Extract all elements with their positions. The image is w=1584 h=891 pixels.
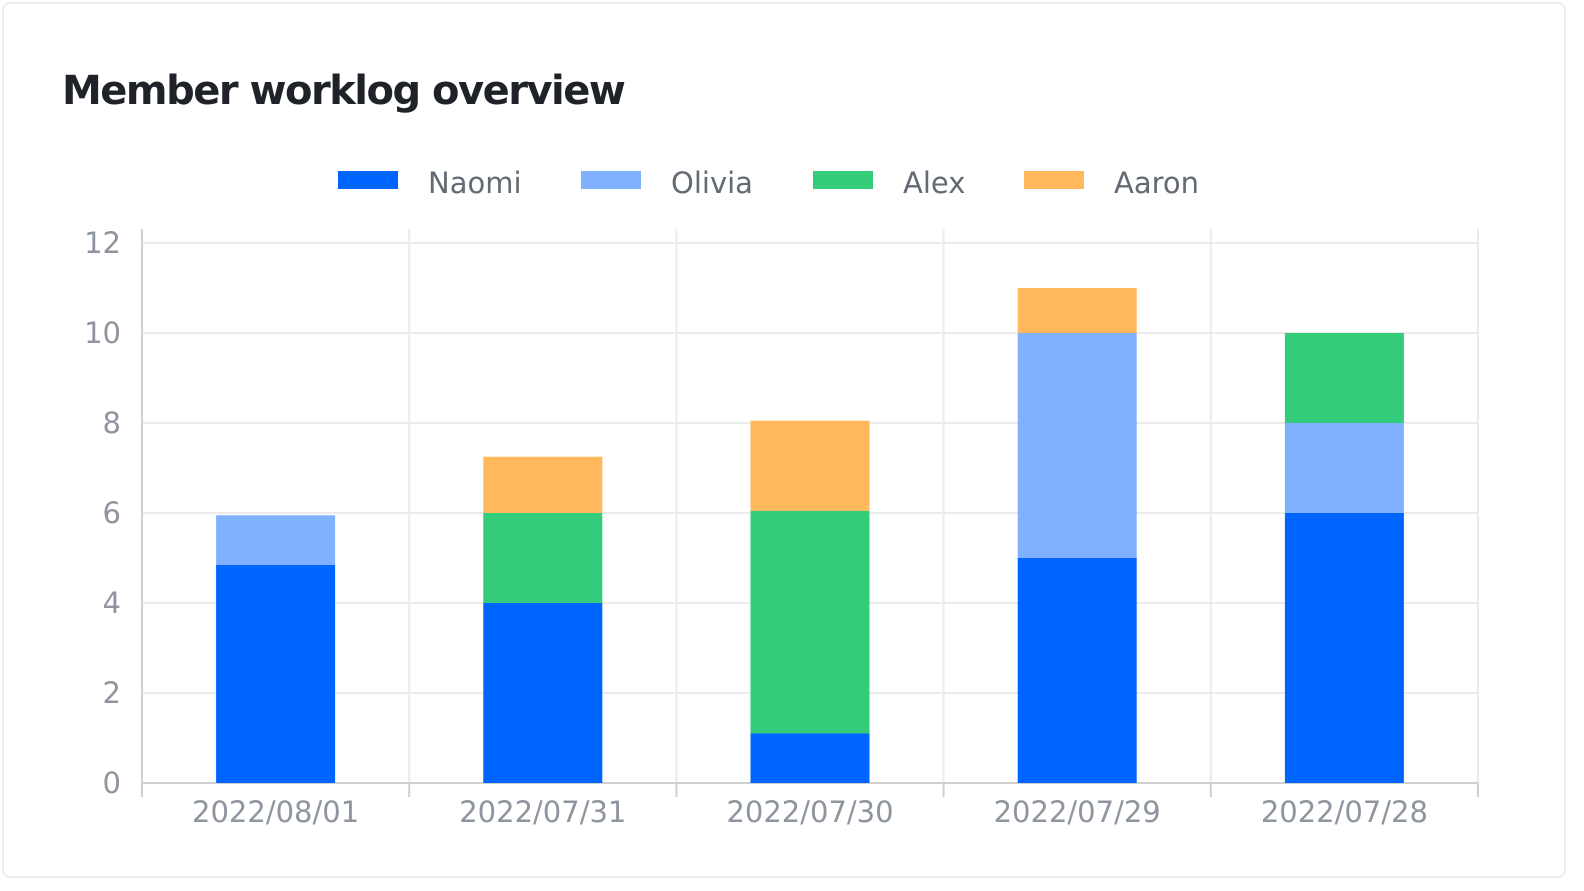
y-tick-label: 8	[103, 406, 121, 440]
bar-segment-naomi[interactable]	[750, 733, 870, 784]
x-tick-label: 2022/08/01	[192, 795, 359, 829]
bar-segment-alex[interactable]	[750, 510, 870, 734]
y-tick-label: 2	[103, 676, 121, 710]
legend-item-olivia[interactable]: Olivia	[581, 166, 753, 200]
bar-segment-naomi[interactable]	[1017, 558, 1137, 783]
y-tick-label: 10	[84, 316, 121, 350]
x-tick-label: 2022/07/30	[726, 795, 893, 829]
x-tick-label: 2022/07/31	[459, 795, 626, 829]
bar-segment-naomi[interactable]	[483, 603, 603, 783]
legend-swatch	[813, 171, 873, 189]
legend-swatch	[581, 171, 641, 189]
y-tick-label: 0	[103, 766, 121, 800]
y-tick-label: 6	[103, 496, 121, 530]
legend-item-naomi[interactable]: Naomi	[338, 166, 522, 200]
legend[interactable]: Naomi Olivia Alex Aaron	[338, 166, 1199, 200]
bar-segment-olivia[interactable]	[216, 515, 336, 565]
bar-segment-olivia[interactable]	[1017, 333, 1137, 558]
bar-segment-alex[interactable]	[483, 513, 603, 603]
legend-label: Olivia	[671, 166, 753, 200]
legend-label: Alex	[903, 166, 965, 200]
tick-labels: 0 2 4 6 8 10 12 2022/08/01 2022/07/31 2022/07/30 2…	[84, 226, 1428, 829]
y-tick-label: 4	[103, 586, 121, 620]
legend-item-aaron[interactable]: Aaron	[1024, 166, 1199, 200]
legend-item-alex[interactable]: Alex	[813, 166, 965, 200]
chart-title: Member worklog overview	[62, 68, 626, 114]
bar-segment-aaron[interactable]	[750, 420, 870, 511]
bar-segment-olivia[interactable]	[1284, 423, 1404, 513]
x-tick-label: 2022/07/29	[994, 795, 1161, 829]
legend-label: Aaron	[1114, 166, 1199, 200]
bars	[216, 288, 1404, 783]
legend-swatch	[1024, 171, 1084, 189]
legend-label: Naomi	[428, 166, 522, 200]
x-tick-label: 2022/07/28	[1261, 795, 1428, 829]
legend-swatch	[338, 171, 398, 189]
bar-segment-aaron[interactable]	[483, 456, 603, 513]
y-tick-label: 12	[84, 226, 121, 260]
bar-segment-aaron[interactable]	[1017, 288, 1137, 333]
bar-segment-naomi[interactable]	[1284, 513, 1404, 783]
bar-segment-naomi[interactable]	[216, 564, 336, 783]
bar-segment-alex[interactable]	[1284, 333, 1404, 423]
